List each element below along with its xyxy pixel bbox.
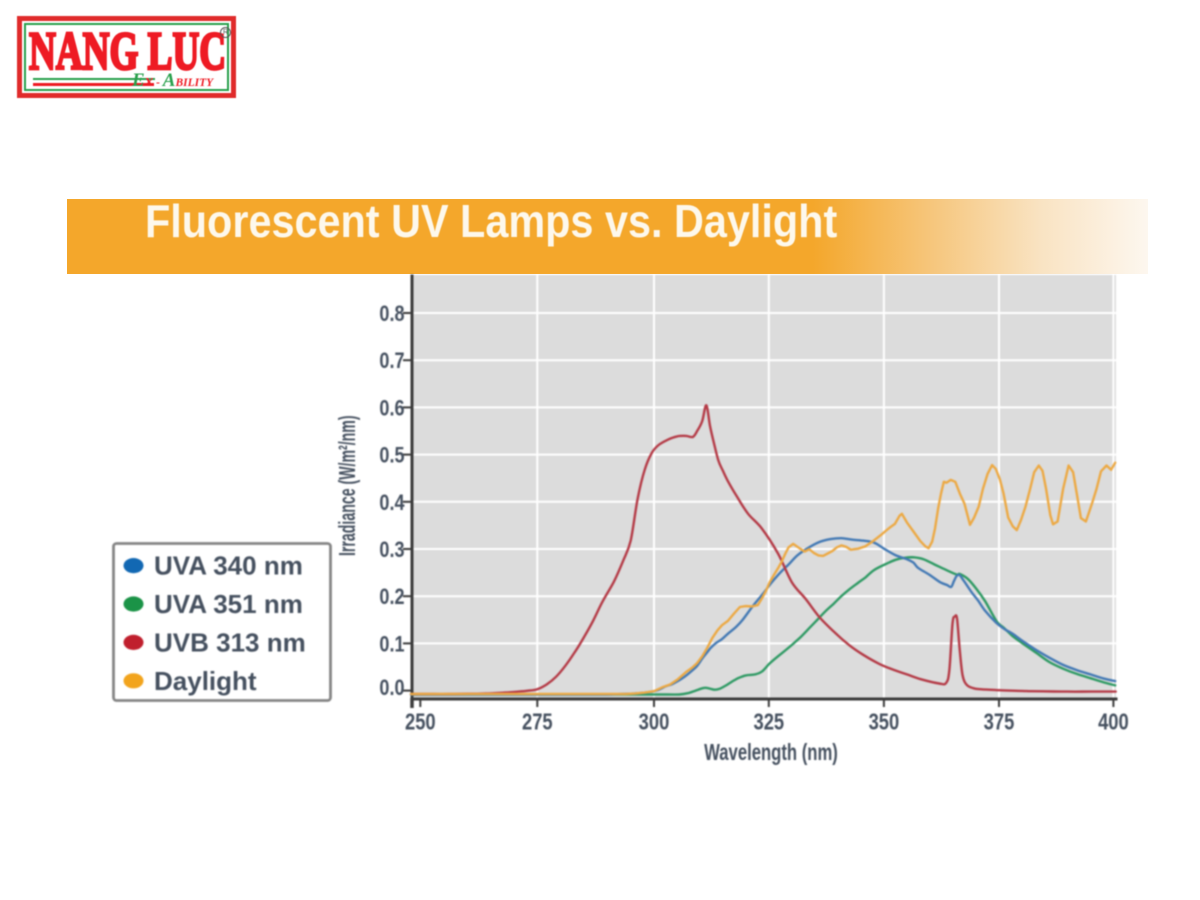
svg-text:0.6: 0.6 [379,397,404,421]
svg-text:325: 325 [753,710,784,735]
svg-text:0.2: 0.2 [379,586,404,610]
svg-text:UVA 351 nm: UVA 351 nm [154,589,303,619]
svg-text:Daylight: Daylight [154,666,257,696]
svg-text:0.4: 0.4 [379,491,405,515]
svg-text:UVA 340 nm: UVA 340 nm [154,551,303,581]
svg-text:0.5: 0.5 [379,444,404,468]
svg-text:250: 250 [405,710,436,735]
svg-text:0.1: 0.1 [379,633,404,657]
svg-text:0.7: 0.7 [379,350,404,374]
svg-text:300: 300 [639,710,670,735]
svg-text:UVB 313 nm: UVB 313 nm [154,627,306,657]
svg-text:Wavelength (nm): Wavelength (nm) [704,740,838,765]
svg-text:375: 375 [984,710,1015,735]
svg-text:350: 350 [869,710,900,735]
svg-text:0.8: 0.8 [379,302,404,326]
svg-text:400: 400 [1098,710,1129,735]
svg-text:275: 275 [522,710,553,735]
svg-text:0.3: 0.3 [379,538,404,562]
svg-text:0.0: 0.0 [379,677,404,701]
svg-text:Irradiance (W/m²/nm): Irradiance (W/m²/nm) [336,415,361,556]
